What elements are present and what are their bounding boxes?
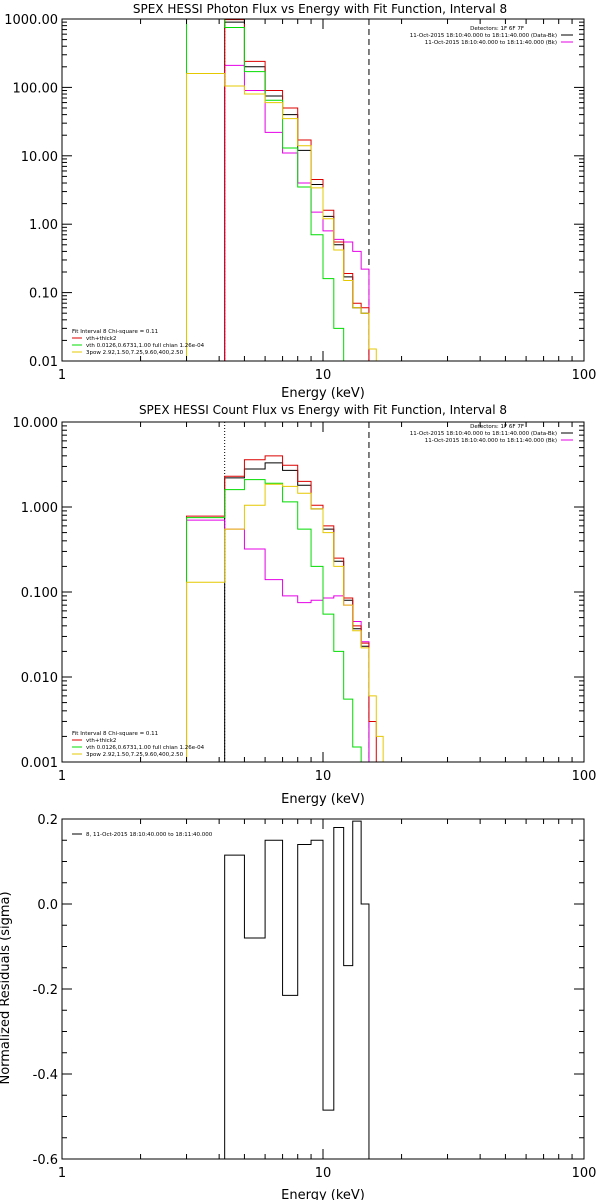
y-tick-label: -0.2 (33, 983, 58, 998)
y-axis-label: Normalized Residuals (sigma) (0, 891, 13, 1084)
legend-detectors: Detectors: 1F 6F 7F (470, 26, 524, 32)
y-tick-label: 0.001 (21, 756, 58, 771)
x-tick-label: 10 (315, 769, 332, 784)
y-tick-label: 0.0 (37, 898, 58, 913)
y-tick-label: 1000.00 (4, 13, 58, 28)
x-tick-label: 10 (315, 1166, 332, 1181)
y-tick-label: 0.010 (21, 671, 58, 686)
fit-legend-header: Fit Interval 8 Chi-square = 0.11 (72, 731, 158, 737)
x-tick-label: 1 (58, 769, 66, 784)
fit-legend-vth: vth 0.0126,0.6731,1.00 full chian 1.26e-… (86, 343, 205, 349)
legend-bk: 11-Oct-2015 18:10:40.000 to 18:11:40.000… (425, 40, 557, 46)
x-tick-label: 1 (58, 1166, 66, 1181)
series-2-histogram (186, 455, 377, 762)
y-tick-label: 100.00 (13, 81, 59, 96)
series-2-histogram (224, 19, 370, 361)
residual-legend-text: 8, 11-Oct-2015 18:10:40.000 to 18:11:40.… (86, 832, 213, 838)
fit-legend: Fit Interval 8 Chi-square = 0.11 vth+thi… (72, 731, 205, 758)
series-0-histogram (224, 820, 370, 1159)
y-tick-label: 1.000 (21, 501, 58, 516)
residual-legend: 8, 11-Oct-2015 18:10:40.000 to 18:11:40.… (72, 832, 213, 838)
x-tick-label: 10 (315, 368, 332, 383)
x-axis-label: Energy (keV) (281, 386, 365, 401)
y-tick-label: 0.10 (29, 287, 58, 302)
chart-title: SPEX HESSI Count Flux vs Energy with Fit… (139, 403, 507, 417)
legend-data-bk: 11-Oct-2015 18:10:40.000 to 18:11:40.000… (410, 431, 557, 437)
fit-legend-3pow: 3pow 2.92,1.50,7.25,9.60,400,2.50 (86, 350, 184, 356)
x-tick-label: 100 (572, 1166, 597, 1181)
fit-legend-3pow: 3pow 2.92,1.50,7.25,9.60,400,2.50 (86, 752, 184, 758)
y-tick-label: -0.6 (33, 1153, 58, 1168)
series-4-histogram (186, 483, 390, 763)
photon-flux-panel: SPEX HESSI Photon Flux vs Energy with Fi… (4, 2, 596, 401)
chart-title: SPEX HESSI Photon Flux vs Energy with Fi… (133, 2, 507, 16)
data-legend: Detectors: 1F 6F 7F 11-Oct-2015 18:10:40… (410, 424, 573, 444)
residuals-panel: 1 10 100 -0.6 -0.4 -0.2 0.0 0.2 Energy (keV) No… (0, 813, 597, 1203)
y-tick-label: 1.00 (29, 218, 58, 233)
series-3-histogram (186, 479, 362, 762)
legend-bk: 11-Oct-2015 18:10:40.000 to 18:11:40.000… (425, 438, 557, 444)
series-0-histogram (224, 462, 370, 762)
series-1-histogram (186, 519, 370, 762)
count-flux-panel: SPEX HESSI Count Flux vs Energy with Fit… (13, 403, 597, 807)
legend-data-bk: 11-Oct-2015 18:10:40.000 to 18:11:40.000… (410, 33, 557, 39)
fit-legend-header: Fit Interval 8 Chi-square = 0.11 (72, 329, 158, 335)
fit-legend-total: vth+thick2 (86, 738, 116, 744)
x-tick-label: 100 (572, 368, 597, 383)
series-0-histogram (224, 21, 370, 361)
x-axis-label: Energy (keV) (281, 792, 365, 807)
fit-legend-vth: vth 0.0126,0.6731,1.00 full chian 1.26e-… (86, 745, 205, 751)
series-1-histogram (224, 64, 370, 361)
y-tick-label: 10.000 (13, 416, 59, 431)
y-tick-label: 0.01 (29, 355, 58, 370)
y-tick-label: 10.00 (21, 150, 58, 165)
fit-legend-total: vth+thick2 (86, 336, 116, 342)
legend-detectors: Detectors: 1F 6F 7F (470, 424, 524, 430)
series-4-histogram (186, 72, 384, 362)
series-3-histogram (186, 18, 369, 362)
data-legend: Detectors: 1F 6F 7F 11-Oct-2015 18:10:40… (410, 26, 573, 46)
x-axis-label: Energy (keV) (281, 1188, 365, 1200)
y-tick-label: -0.4 (33, 1068, 58, 1083)
fit-legend: Fit Interval 8 Chi-square = 0.11 vth+thi… (72, 329, 205, 356)
y-tick-label: 0.2 (37, 813, 58, 828)
y-tick-label: 0.100 (21, 586, 58, 601)
x-tick-label: 1 (58, 368, 66, 383)
x-tick-label: 100 (572, 769, 597, 784)
